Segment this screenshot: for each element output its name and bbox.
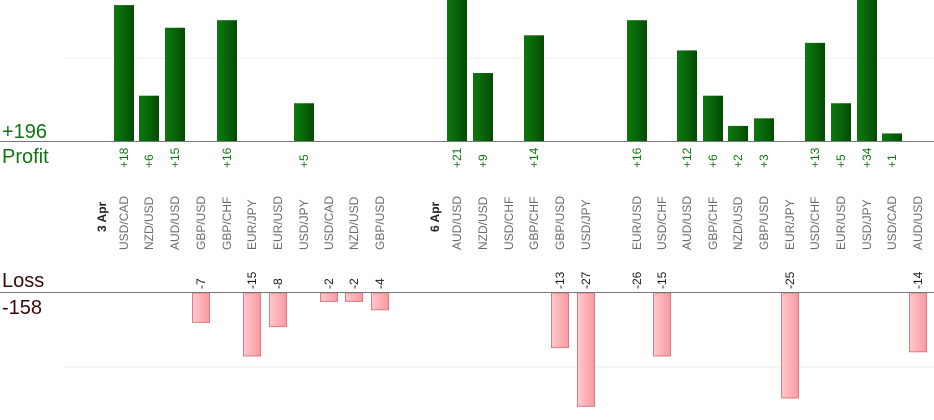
category-label: GBP/CHF bbox=[527, 197, 541, 250]
category-label: NZD/USD bbox=[142, 196, 156, 250]
category-label: USD/CAD bbox=[885, 196, 899, 250]
profit-value-label: +15 bbox=[168, 147, 182, 168]
profit-bar bbox=[294, 103, 314, 141]
category-label: EUR/USD bbox=[271, 196, 285, 250]
profit-bar bbox=[139, 95, 159, 141]
category-label: USD/JPY bbox=[860, 199, 874, 250]
profit-value-label: +1 bbox=[885, 154, 899, 168]
category-label: AUD/USD bbox=[450, 196, 464, 250]
category-label: EUR/JPY bbox=[245, 199, 259, 250]
profit-value-label: +2 bbox=[731, 154, 745, 168]
category-label: USD/CAD bbox=[117, 196, 131, 250]
category-label: GBP/USD bbox=[757, 196, 771, 250]
category-label: USD/CAD bbox=[322, 196, 336, 250]
category-label: GBP/CHF bbox=[220, 197, 234, 250]
loss-bar bbox=[653, 292, 671, 357]
profit-value-label: +13 bbox=[808, 147, 822, 168]
loss-value-label: -27 bbox=[579, 271, 593, 289]
category-label: NZD/USD bbox=[731, 196, 745, 250]
category-label: USD/CHF bbox=[502, 197, 516, 250]
profit-value-label: +16 bbox=[220, 147, 234, 168]
category-label: GBP/USD bbox=[553, 196, 567, 250]
loss-value-label: -14 bbox=[911, 271, 925, 289]
loss-title-label: Loss bbox=[2, 270, 44, 292]
profit-value-label: +21 bbox=[450, 147, 464, 168]
profit-bar bbox=[754, 118, 774, 141]
profit-value-label: +9 bbox=[476, 154, 490, 168]
profit-bar bbox=[831, 103, 851, 141]
date-marker-label: 6 Apr bbox=[428, 201, 442, 232]
loss-value-label: -7 bbox=[194, 278, 208, 289]
profit-bar bbox=[473, 73, 493, 141]
profit-bar bbox=[627, 20, 647, 142]
category-label: GBP/USD bbox=[373, 196, 387, 250]
category-label: NZD/USD bbox=[347, 196, 361, 250]
category-label: AUD/USD bbox=[680, 196, 694, 250]
loss-bar bbox=[320, 292, 338, 302]
category-label: USD/CHF bbox=[808, 197, 822, 250]
category-label: NZD/USD bbox=[476, 196, 490, 250]
loss-value-label: -8 bbox=[271, 278, 285, 289]
loss-value-label: -2 bbox=[347, 278, 361, 289]
category-label: EUR/USD bbox=[834, 196, 848, 250]
loss-bar bbox=[577, 292, 595, 407]
profit-bar bbox=[447, 0, 467, 141]
profit-bar bbox=[114, 5, 134, 141]
loss-total-label: -158 bbox=[2, 297, 42, 319]
loss-bar bbox=[345, 292, 363, 302]
category-label: USD/JPY bbox=[297, 199, 311, 250]
profit-value-label: +14 bbox=[527, 147, 541, 168]
category-label: AUD/USD bbox=[911, 196, 925, 250]
loss-bar bbox=[243, 292, 261, 357]
loss-value-label: -15 bbox=[655, 271, 669, 289]
loss-value-label: -2 bbox=[322, 278, 336, 289]
loss-bar bbox=[909, 292, 927, 353]
loss-bar bbox=[551, 292, 569, 349]
loss-value-label: -15 bbox=[245, 271, 259, 289]
loss-value-label: -26 bbox=[630, 271, 644, 289]
category-label: GBP/USD bbox=[194, 196, 208, 250]
loss-bar bbox=[371, 292, 389, 311]
category-label: EUR/JPY bbox=[783, 199, 797, 250]
category-label: AUD/USD bbox=[168, 196, 182, 250]
profit-value-label: +6 bbox=[706, 154, 720, 168]
profit-bar bbox=[703, 95, 723, 141]
profit-total-label: +196 bbox=[2, 121, 47, 143]
labels-layer: 3 Apr 6 Apr USD/CAD +18 NZD/USD +6 AUD/USD +15 G… bbox=[95, 147, 925, 289]
loss-bar bbox=[269, 292, 287, 328]
profit-value-label: +34 bbox=[860, 147, 874, 168]
loss-value-label: -25 bbox=[783, 271, 797, 289]
profit-value-label: +6 bbox=[142, 154, 156, 168]
category-label: GBP/CHF bbox=[706, 197, 720, 250]
loss-value-label: -13 bbox=[553, 271, 567, 289]
profit-value-label: +16 bbox=[630, 147, 644, 168]
profit-bar bbox=[882, 133, 902, 141]
date-marker-label: 3 Apr bbox=[95, 201, 109, 232]
profit-title-label: Profit bbox=[2, 146, 49, 168]
profit-value-label: +12 bbox=[680, 147, 694, 168]
loss-bar bbox=[192, 292, 210, 323]
profit-value-label: +5 bbox=[297, 154, 311, 168]
category-label: EUR/USD bbox=[630, 196, 644, 250]
profit-value-label: +18 bbox=[117, 147, 131, 168]
profit-bar bbox=[677, 50, 697, 141]
profit-bar bbox=[165, 27, 185, 141]
profit-value-label: +5 bbox=[834, 154, 848, 168]
category-label: USD/JPY bbox=[579, 199, 593, 250]
loss-bar bbox=[781, 292, 799, 399]
profit-value-label: +3 bbox=[757, 154, 771, 168]
bars-layer bbox=[114, 0, 927, 407]
category-label: USD/CHF bbox=[655, 197, 669, 250]
profit-bar bbox=[805, 42, 825, 141]
profit-bar bbox=[217, 20, 237, 142]
profit-bar bbox=[857, 0, 877, 141]
profit-bar bbox=[524, 35, 544, 141]
profit-bar bbox=[728, 125, 748, 141]
loss-value-label: -4 bbox=[373, 278, 387, 289]
